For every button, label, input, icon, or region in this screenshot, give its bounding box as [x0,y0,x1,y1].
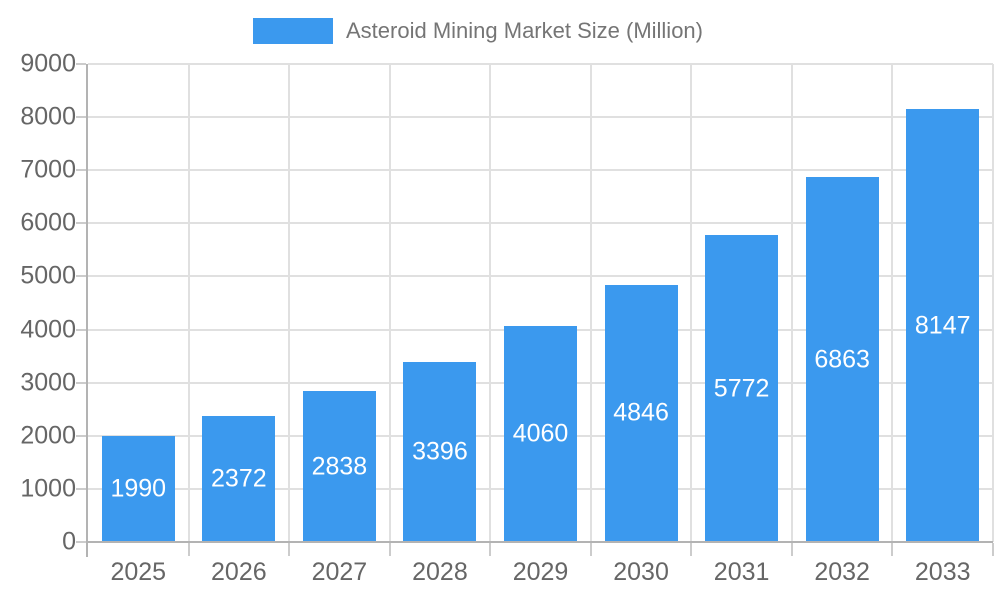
x-axis-tick [891,543,894,556]
y-axis-label: 2000 [20,421,76,450]
x-axis-label: 2027 [311,558,368,586]
x-axis-label: 2028 [412,558,468,586]
gridline-horizontal [88,222,993,225]
gridline-horizontal [88,275,993,278]
bar-2027[interactable]: 2838 [302,391,376,542]
y-axis-label: 7000 [20,155,76,184]
gridline-vertical [187,64,190,542]
y-axis-tick [76,169,86,172]
x-axis-tick [288,543,291,556]
y-axis-tick [76,63,86,65]
gridline-vertical [388,64,391,542]
y-axis-tick [76,487,86,490]
bar-value-label: 1990 [110,474,167,503]
y-axis-label: 6000 [20,208,76,237]
x-axis-label: 2025 [110,558,167,586]
y-axis-tick [76,434,86,437]
y-axis-label: 4000 [20,315,76,344]
bar-value-label: 3396 [412,437,468,466]
gridline-vertical [690,64,693,542]
bar-2033[interactable]: 8147 [906,109,980,542]
x-axis-label: 2029 [512,558,569,586]
gridline-horizontal [88,63,993,65]
bar-value-label: 5772 [713,374,770,403]
gridline-vertical [790,64,793,542]
x-axis-label: 2030 [613,558,669,586]
legend-swatch [253,18,333,44]
bar-2030[interactable]: 4846 [604,284,678,542]
bar-value-label: 2838 [311,452,368,481]
x-axis-label: 2026 [211,558,267,586]
gridline-vertical [992,64,994,542]
y-axis-tick [76,541,86,543]
y-axis-line [86,64,88,557]
bar-2026[interactable]: 2372 [202,416,276,542]
y-axis-tick [76,328,86,331]
y-axis-label: 3000 [20,368,76,397]
x-axis-tick [388,543,391,556]
x-axis-label: 2033 [914,558,971,586]
x-axis-tick [489,543,492,556]
y-axis-label: 5000 [20,261,76,290]
gridline-vertical [288,64,291,542]
x-axis-tick [690,543,693,556]
gridline-vertical [891,64,894,542]
x-axis-tick [187,543,190,556]
y-axis-label: 0 [62,527,76,556]
bar-value-label: 4846 [613,398,669,427]
gridline-vertical [589,64,592,542]
bar-value-label: 6863 [814,345,870,374]
bar-2028[interactable]: 3396 [403,361,477,542]
bar-2031[interactable]: 5772 [705,235,779,542]
x-axis-tick [992,543,994,556]
bar-value-label: 8147 [914,311,971,340]
y-axis-tick [76,222,86,225]
y-axis-label: 9000 [20,49,76,78]
y-axis-label: 1000 [20,474,76,503]
x-axis-tick [790,543,793,556]
bar-value-label: 2372 [211,464,267,493]
bar-2025[interactable]: 1990 [101,436,175,542]
gridline-horizontal [88,169,993,172]
y-axis-tick [76,381,86,384]
bar-value-label: 4060 [512,419,569,448]
chart-legend: Asteroid Mining Market Size (Million) [253,18,703,44]
x-axis-label: 2031 [713,558,770,586]
x-axis-tick [589,543,592,556]
y-axis-tick [76,116,86,119]
chart-title: Asteroid Mining Market Size (Million) [346,18,703,43]
y-axis-tick [76,275,86,278]
bar-2029[interactable]: 4060 [504,326,577,542]
gridline-horizontal [88,116,993,119]
y-axis-label: 8000 [20,102,76,131]
gridline-vertical [489,64,492,542]
bar-2032[interactable]: 6863 [805,177,879,542]
x-axis-line [86,541,993,543]
x-axis-label: 2032 [814,558,870,586]
